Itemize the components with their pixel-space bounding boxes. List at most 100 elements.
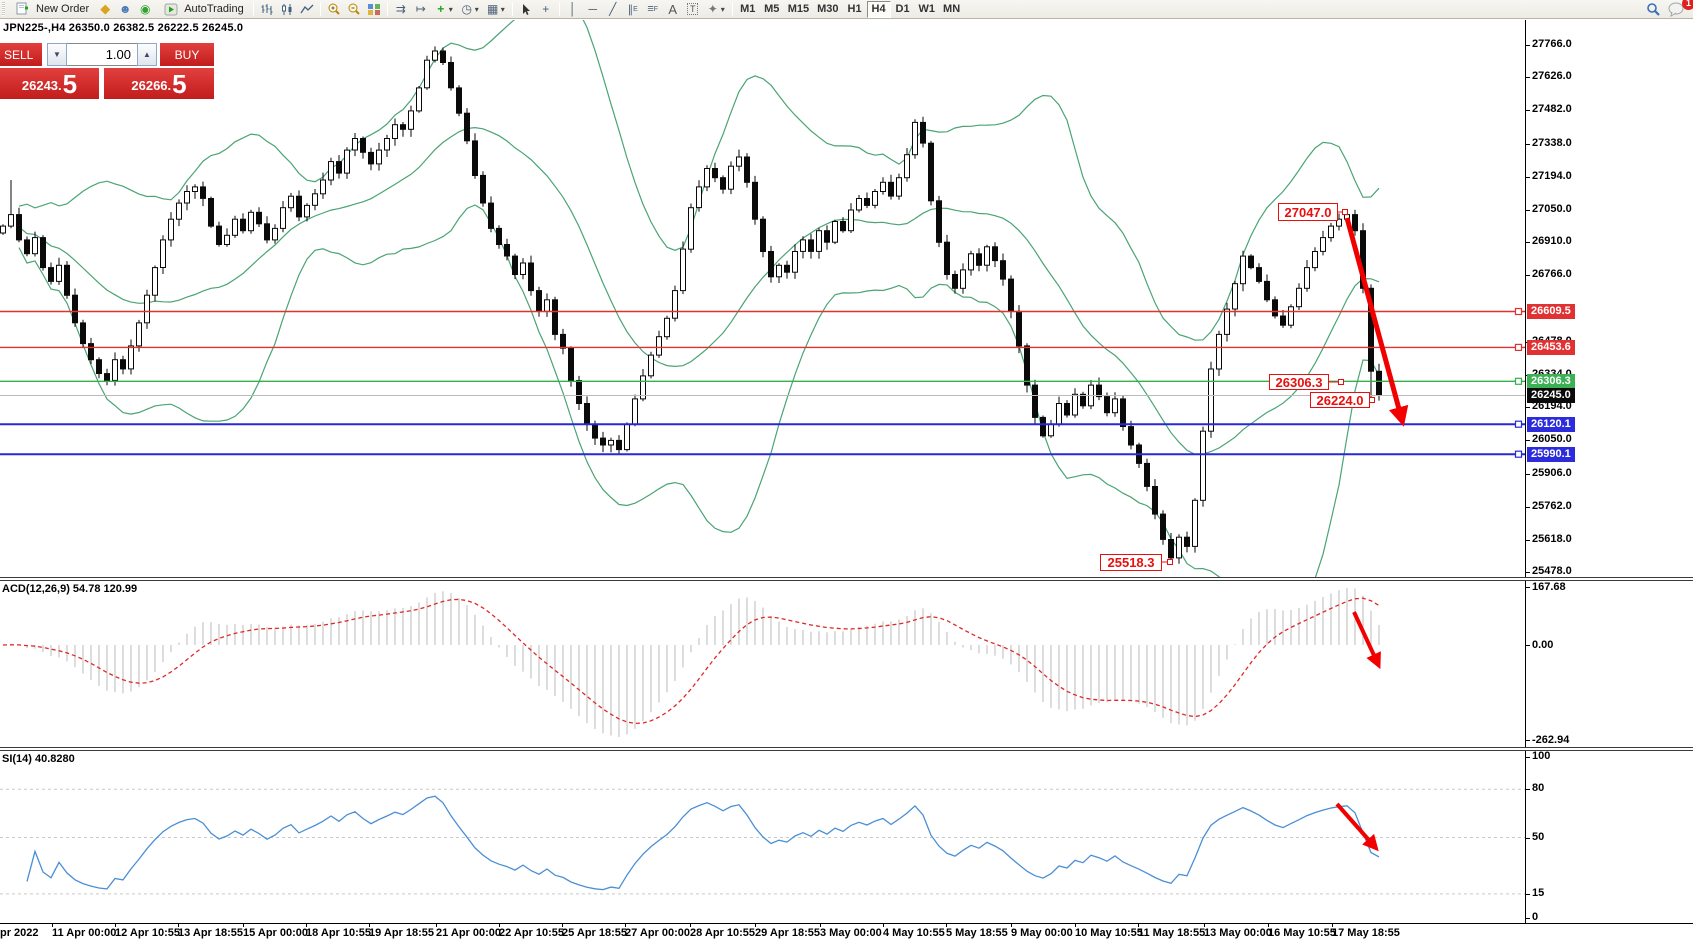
buy-button[interactable]: BUY bbox=[160, 43, 214, 66]
channel-icon[interactable]: ∥ E bbox=[627, 3, 638, 16]
crosshair-icon[interactable]: + bbox=[542, 2, 550, 16]
text-label-icon[interactable]: T bbox=[683, 1, 703, 18]
date-label: 16 May 10:55 bbox=[1268, 927, 1336, 939]
price-tick-mark bbox=[1525, 572, 1530, 573]
new-order-icon bbox=[13, 1, 33, 18]
main-macd-splitter[interactable] bbox=[0, 577, 1693, 581]
timeframe-button-h4[interactable]: H4 bbox=[866, 0, 891, 18]
new-order-label: New Order bbox=[36, 3, 90, 15]
autotrading-label: AutoTrading bbox=[184, 3, 244, 15]
rsi-tick-mark bbox=[1525, 838, 1530, 839]
toolbar-grip bbox=[2, 2, 5, 16]
price-tick-mark bbox=[1525, 110, 1530, 111]
timeframe-button-m30[interactable]: M30 bbox=[813, 1, 842, 18]
price-tick-label: 26766.0 bbox=[1532, 268, 1572, 280]
new-order-button[interactable]: New Order bbox=[7, 1, 95, 18]
main-chart-canvas[interactable] bbox=[0, 20, 1525, 577]
vertical-line-icon[interactable]: │ bbox=[568, 2, 577, 16]
sell-price-main: 26243. bbox=[21, 78, 62, 93]
price-tick-label: 27766.0 bbox=[1532, 38, 1572, 50]
horizontal-line-icon[interactable]: ─ bbox=[588, 2, 597, 16]
buy-price-display[interactable]: 26266. 5 bbox=[104, 68, 214, 99]
rsi-tick-label: 80 bbox=[1532, 782, 1545, 794]
buy-price-pips: 5 bbox=[172, 69, 187, 99]
market-icon[interactable]: ◆ bbox=[100, 1, 111, 16]
date-tick-mark bbox=[369, 923, 370, 927]
signals-icon[interactable]: ◉ bbox=[139, 2, 151, 16]
price-badge: 26453.6 bbox=[1527, 340, 1575, 355]
bar-chart-icon[interactable] bbox=[257, 1, 277, 18]
date-label: 28 Apr 10:55 bbox=[690, 927, 756, 939]
templates-icon[interactable]: ▦ bbox=[487, 2, 499, 16]
price-tick-label: 27626.0 bbox=[1532, 70, 1572, 82]
timeframe-button-w1[interactable]: W1 bbox=[915, 1, 940, 18]
price-tick-mark bbox=[1525, 507, 1530, 508]
periods-dropdown-caret[interactable]: ▾ bbox=[474, 4, 479, 14]
arrows-dropdown-caret[interactable]: ▾ bbox=[720, 4, 725, 14]
date-label: 17 May 18:55 bbox=[1332, 927, 1400, 939]
chat-icon[interactable]: 1 bbox=[1663, 0, 1693, 18]
auto-scroll-icon[interactable]: ⇉ bbox=[395, 2, 406, 16]
price-tick-mark bbox=[1525, 407, 1530, 408]
rsi-panel-canvas[interactable] bbox=[0, 751, 1525, 923]
indicators-icon[interactable]: + bbox=[437, 2, 445, 16]
date-tick-mark bbox=[52, 923, 53, 927]
price-annotation-box[interactable]: 26224.0 bbox=[1310, 392, 1370, 408]
date-tick-mark bbox=[1268, 923, 1269, 927]
line-chart-icon[interactable] bbox=[297, 1, 317, 18]
date-label: 5 May 18:55 bbox=[946, 927, 1008, 939]
text-icon[interactable]: A bbox=[668, 1, 678, 17]
chart-shift-icon[interactable]: ↦ bbox=[415, 2, 426, 16]
metaeditor-icon[interactable]: ☻ bbox=[118, 2, 132, 16]
timeframe-button-m5[interactable]: M5 bbox=[760, 1, 784, 18]
timeframe-button-m1[interactable]: M1 bbox=[736, 1, 760, 18]
arrows-tool-icon[interactable]: ✦ bbox=[707, 2, 718, 16]
timeframe-button-mn[interactable]: MN bbox=[939, 1, 964, 18]
volume-decrease-button[interactable]: ▼ bbox=[47, 43, 67, 66]
candlestick-icon[interactable] bbox=[277, 1, 297, 18]
rsi-tick-label: 0 bbox=[1532, 911, 1539, 923]
price-tick-mark bbox=[1525, 275, 1530, 276]
timeframe-button-d1[interactable]: D1 bbox=[891, 1, 915, 18]
cursor-icon[interactable] bbox=[516, 1, 536, 18]
price-tick-mark bbox=[1525, 177, 1530, 178]
date-tick-mark bbox=[883, 923, 884, 927]
date-tick-mark bbox=[820, 923, 821, 927]
search-icon[interactable] bbox=[1643, 1, 1663, 18]
date-label: 27 Apr 00:00 bbox=[625, 927, 691, 939]
volume-input[interactable] bbox=[67, 43, 137, 66]
date-tick-mark bbox=[115, 923, 116, 927]
zoom-in-icon[interactable] bbox=[324, 1, 344, 18]
date-label: 13 May 00:00 bbox=[1204, 927, 1272, 939]
price-annotation-box[interactable]: 27047.0 bbox=[1278, 203, 1338, 221]
price-annotation-box[interactable]: 25518.3 bbox=[1100, 554, 1162, 571]
indicators-dropdown-caret[interactable]: ▾ bbox=[448, 4, 453, 14]
timeframe-button-h1[interactable]: H1 bbox=[843, 1, 867, 18]
price-annotation-box[interactable]: 26306.3 bbox=[1269, 374, 1329, 390]
macd-tick-label: 0.00 bbox=[1532, 639, 1554, 651]
templates-dropdown-caret[interactable]: ▾ bbox=[500, 4, 505, 14]
price-badge: 26120.1 bbox=[1527, 417, 1575, 432]
trendline-icon[interactable]: ╱ bbox=[609, 2, 617, 16]
sell-button[interactable]: SELL bbox=[0, 43, 42, 66]
autotrading-button[interactable]: AutoTrading bbox=[155, 1, 250, 18]
rsi-tick-mark bbox=[1525, 757, 1530, 758]
rsi-tick-label: 100 bbox=[1532, 750, 1551, 762]
time-axis[interactable]: pr 2022 11 Apr 00:00 12 Apr 10:55 13 Apr 18… bbox=[0, 923, 1693, 940]
fibonacci-icon[interactable]: ≡ F bbox=[647, 3, 659, 15]
price-tick-label: 27050.0 bbox=[1532, 203, 1572, 215]
zoom-out-icon[interactable] bbox=[344, 1, 364, 18]
periods-icon[interactable]: ◷ bbox=[461, 2, 472, 16]
macd-panel-canvas[interactable] bbox=[0, 581, 1525, 746]
price-tick-label: 27482.0 bbox=[1532, 103, 1572, 115]
price-tick-label: 26910.0 bbox=[1532, 235, 1572, 247]
tile-windows-icon[interactable] bbox=[364, 1, 384, 18]
volume-increase-button[interactable]: ▲ bbox=[137, 43, 157, 66]
macd-rsi-splitter[interactable] bbox=[0, 747, 1693, 751]
timeframe-button-m15[interactable]: M15 bbox=[784, 1, 813, 18]
price-badge: 26245.0 bbox=[1527, 388, 1575, 403]
rsi-tick-label: 50 bbox=[1532, 831, 1545, 843]
sell-price-display[interactable]: 26243. 5 bbox=[0, 68, 99, 99]
price-tick-label: 25906.0 bbox=[1532, 467, 1572, 479]
